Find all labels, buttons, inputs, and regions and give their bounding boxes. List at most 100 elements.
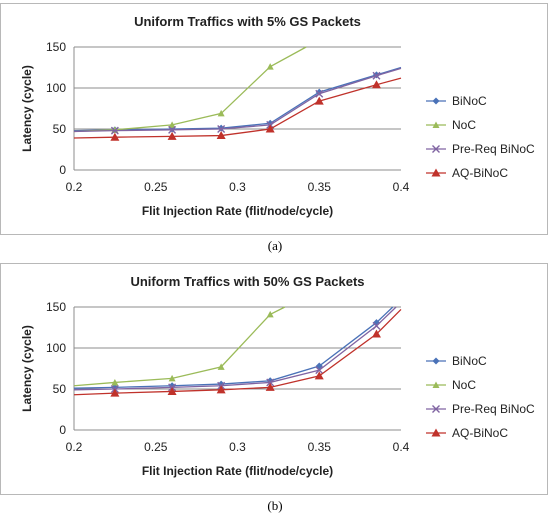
series-line (74, 306, 286, 387)
y-axis-label: Latency (cycle) (20, 325, 34, 412)
data-point (266, 378, 275, 387)
chart-title: Uniform Traffics with 50% GS Packets (130, 274, 364, 289)
x-tick-label: 0.2 (66, 440, 83, 454)
x-tick-label: 0.25 (144, 440, 168, 454)
legend: BiNoC NoC Pre-Req BiNoC AQ-BiNoC (426, 354, 535, 440)
grid-lines (74, 46, 401, 171)
x-tick-label: 0.35 (308, 440, 332, 454)
series-line (74, 306, 397, 391)
data-point (266, 63, 274, 70)
data-point (372, 319, 380, 327)
x-tick-label: 0.3 (229, 180, 246, 194)
data-point (217, 125, 226, 133)
data-point (265, 382, 275, 391)
series-line (74, 309, 402, 396)
x-tick-label: 0.3 (229, 440, 246, 454)
data-point (168, 125, 177, 134)
series-line (74, 67, 402, 133)
series-pre-req-binoc (74, 306, 397, 393)
legend-marker (432, 145, 440, 153)
x-tick-label: 0.25 (144, 180, 168, 194)
caption-b: (b) (267, 498, 283, 513)
legend: BiNoC NoC Pre-Req BiNoC AQ-BiNoC (426, 94, 535, 180)
series-noc (74, 46, 307, 133)
y-tick-label: 100 (46, 341, 66, 355)
data-point (217, 109, 225, 117)
data-point (110, 132, 120, 141)
legend-label: NoC (452, 378, 476, 392)
legend-marker (431, 168, 441, 177)
grid-lines (74, 306, 401, 431)
legend-item: AQ-BiNoC (426, 166, 508, 180)
data-point (216, 385, 226, 394)
legend-label: AQ-BiNoC (452, 166, 508, 180)
legend-item: NoC (426, 118, 476, 132)
chart-b: Uniform Traffics with 50% GS Packets 0 50 1… (20, 274, 535, 478)
y-tick-label: 50 (53, 382, 67, 396)
series-binoc (74, 66, 402, 134)
x-axis-label: Flit Injection Rate (flit/node/cycle) (142, 464, 333, 478)
data-point (315, 366, 324, 375)
legend-marker (431, 428, 441, 437)
y-tick-label: 0 (59, 423, 66, 437)
x-tick-label: 0.4 (393, 440, 410, 454)
legend-item: NoC (426, 378, 476, 392)
legend-label: NoC (452, 118, 476, 132)
data-point (168, 121, 176, 128)
x-tick-label: 0.2 (66, 180, 83, 194)
data-point (315, 362, 323, 370)
y-tick-label: 100 (46, 81, 66, 95)
data-point (167, 131, 177, 140)
data-point (217, 363, 225, 370)
legend-marker (432, 97, 440, 105)
legend-label: AQ-BiNoC (452, 426, 508, 440)
data-point (266, 310, 274, 318)
data-point (167, 386, 177, 395)
series-pre-req-binoc (74, 67, 402, 135)
series-binoc (74, 306, 394, 391)
chart-panel-b: Uniform Traffics with 50% GS Packets 0 50 1… (0, 263, 548, 495)
data-point (315, 89, 324, 98)
y-tick-label: 50 (53, 122, 67, 136)
legend-label: Pre-Req BiNoC (452, 142, 535, 156)
data-point (314, 371, 324, 380)
legend-item: Pre-Req BiNoC (426, 142, 535, 156)
legend-marker (432, 357, 440, 365)
caption-a: (a) (267, 238, 283, 253)
legend-item: AQ-BiNoC (426, 426, 508, 440)
series-line (74, 66, 402, 132)
series-line (74, 77, 402, 139)
y-axis-label: Latency (cycle) (20, 65, 34, 152)
series-aq-binoc (74, 309, 402, 397)
legend-marker (432, 121, 440, 128)
data-point (372, 71, 381, 80)
chart-a: Uniform Traffics with 5% GS Packets 0 50 10… (20, 14, 535, 218)
data-point (265, 124, 275, 133)
x-axis-label: Flit Injection Rate (flit/node/cycle) (142, 204, 333, 218)
series-group (74, 306, 402, 397)
chart-title: Uniform Traffics with 5% GS Packets (134, 14, 361, 29)
legend-item: Pre-Req BiNoC (426, 402, 535, 416)
legend-item: BiNoC (426, 354, 487, 368)
legend-marker (432, 405, 440, 413)
x-tick-label: 0.4 (393, 180, 410, 194)
series-line (74, 46, 307, 133)
data-point (168, 374, 176, 382)
data-point (371, 329, 381, 338)
legend-label: BiNoC (452, 354, 487, 368)
data-point (110, 126, 119, 135)
y-tick-label: 0 (59, 163, 66, 177)
series-noc (74, 306, 286, 387)
legend-label: Pre-Req BiNoC (452, 402, 535, 416)
y-tick-label: 150 (46, 300, 66, 314)
series-aq-binoc (74, 77, 402, 141)
x-tick-label: 0.35 (308, 180, 332, 194)
legend-item: BiNoC (426, 94, 487, 108)
legend-marker (432, 381, 440, 388)
data-point (111, 378, 119, 386)
series-group (74, 46, 402, 141)
data-point (110, 388, 120, 397)
data-point (314, 96, 324, 105)
data-point (372, 321, 381, 330)
legend-label: BiNoC (452, 94, 487, 108)
